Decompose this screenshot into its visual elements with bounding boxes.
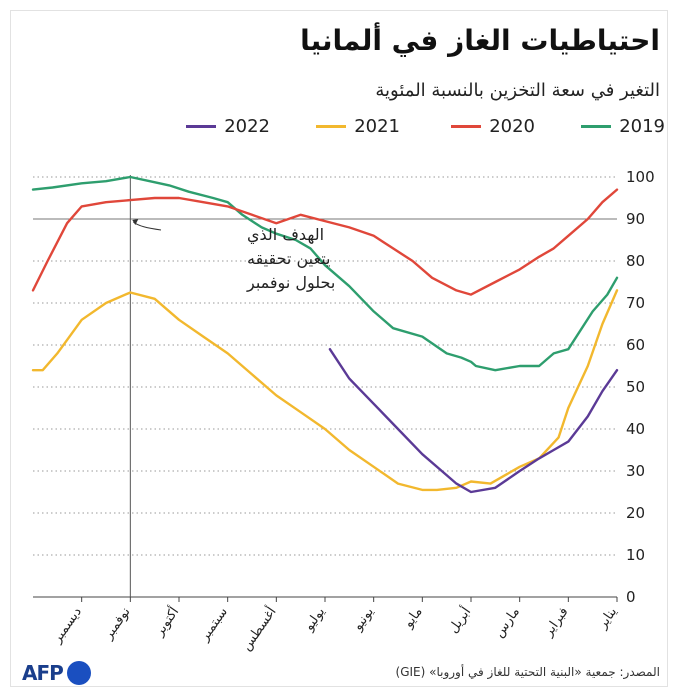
month-label-6: يوليو <box>301 604 328 634</box>
legend-label-2021: 2021 <box>354 116 400 137</box>
y-tick-label-100: 100 <box>626 168 655 186</box>
series-line-2021 <box>31 289 619 492</box>
annotation-arrowhead-icon <box>132 219 139 225</box>
y-tick-label-30: 30 <box>626 462 645 480</box>
source-note: المصدر: جمعية «البنية التحتية للغاز في أ… <box>395 665 661 679</box>
month-label-0: يناير <box>595 604 621 632</box>
legend-swatch-2022 <box>186 125 217 128</box>
chart-title: احتياطيات الغاز في ألمانيا <box>300 24 660 57</box>
legend-swatch-2019 <box>581 125 612 128</box>
y-tick-label-20: 20 <box>626 504 645 522</box>
y-tick-label-10: 10 <box>626 546 645 564</box>
legend-label-2020: 2020 <box>489 116 535 137</box>
month-label-7: أغسطس <box>237 604 279 654</box>
afp-logo-text: AFP <box>22 661 64 685</box>
legend-label-2019: 2019 <box>619 116 665 137</box>
y-tick-label-60: 60 <box>626 336 645 354</box>
y-tick-label-50: 50 <box>626 378 645 396</box>
chart-subtitle: التغير في سعة التخزين بالنسبة المئوية <box>375 80 660 101</box>
annotation-arrow <box>133 221 162 231</box>
legend-swatch-2020 <box>451 125 482 128</box>
month-label-5: يونيو <box>350 604 377 634</box>
y-tick-label-70: 70 <box>626 294 645 312</box>
month-label-2: مارس <box>492 605 523 641</box>
month-label-11: ديسمبر <box>49 605 85 647</box>
y-tick-label-90: 90 <box>626 210 645 228</box>
legend-item-2019: 2019 <box>581 116 665 137</box>
month-label-10: نوفمبر <box>101 605 134 643</box>
y-tick-label-80: 80 <box>626 252 645 270</box>
legend-label-2022: 2022 <box>224 116 270 137</box>
series-line-2020 <box>31 188 619 296</box>
legend-swatch-2021 <box>316 125 347 128</box>
month-label-1: فبراير <box>541 605 572 640</box>
annotation-line-0: الهدف الذي <box>247 225 324 245</box>
month-label-4: مايو <box>401 605 426 632</box>
annotation-line-2: بحلول نوفمبر <box>246 273 335 293</box>
y-tick-label-40: 40 <box>626 420 645 438</box>
chart-frame <box>10 10 668 687</box>
legend-item-2021: 2021 <box>316 116 400 137</box>
series-line-2019 <box>31 175 619 372</box>
month-label-8: سبتمبر <box>197 605 231 645</box>
legend-item-2020: 2020 <box>451 116 535 137</box>
month-label-9: أكتوبر <box>150 604 182 640</box>
legend-item-2022: 2022 <box>186 116 270 137</box>
y-tick-label-0: 0 <box>626 588 636 606</box>
annotation-line-1: يتعين تحقيقه <box>247 249 330 269</box>
afp-logo-dot-icon <box>66 661 91 685</box>
chart-legend: 2019 2020 2021 2022 <box>170 116 665 146</box>
series-line-2022 <box>328 348 619 494</box>
afp-logo: AFP <box>22 661 91 685</box>
month-label-3: أبريل <box>444 604 474 637</box>
